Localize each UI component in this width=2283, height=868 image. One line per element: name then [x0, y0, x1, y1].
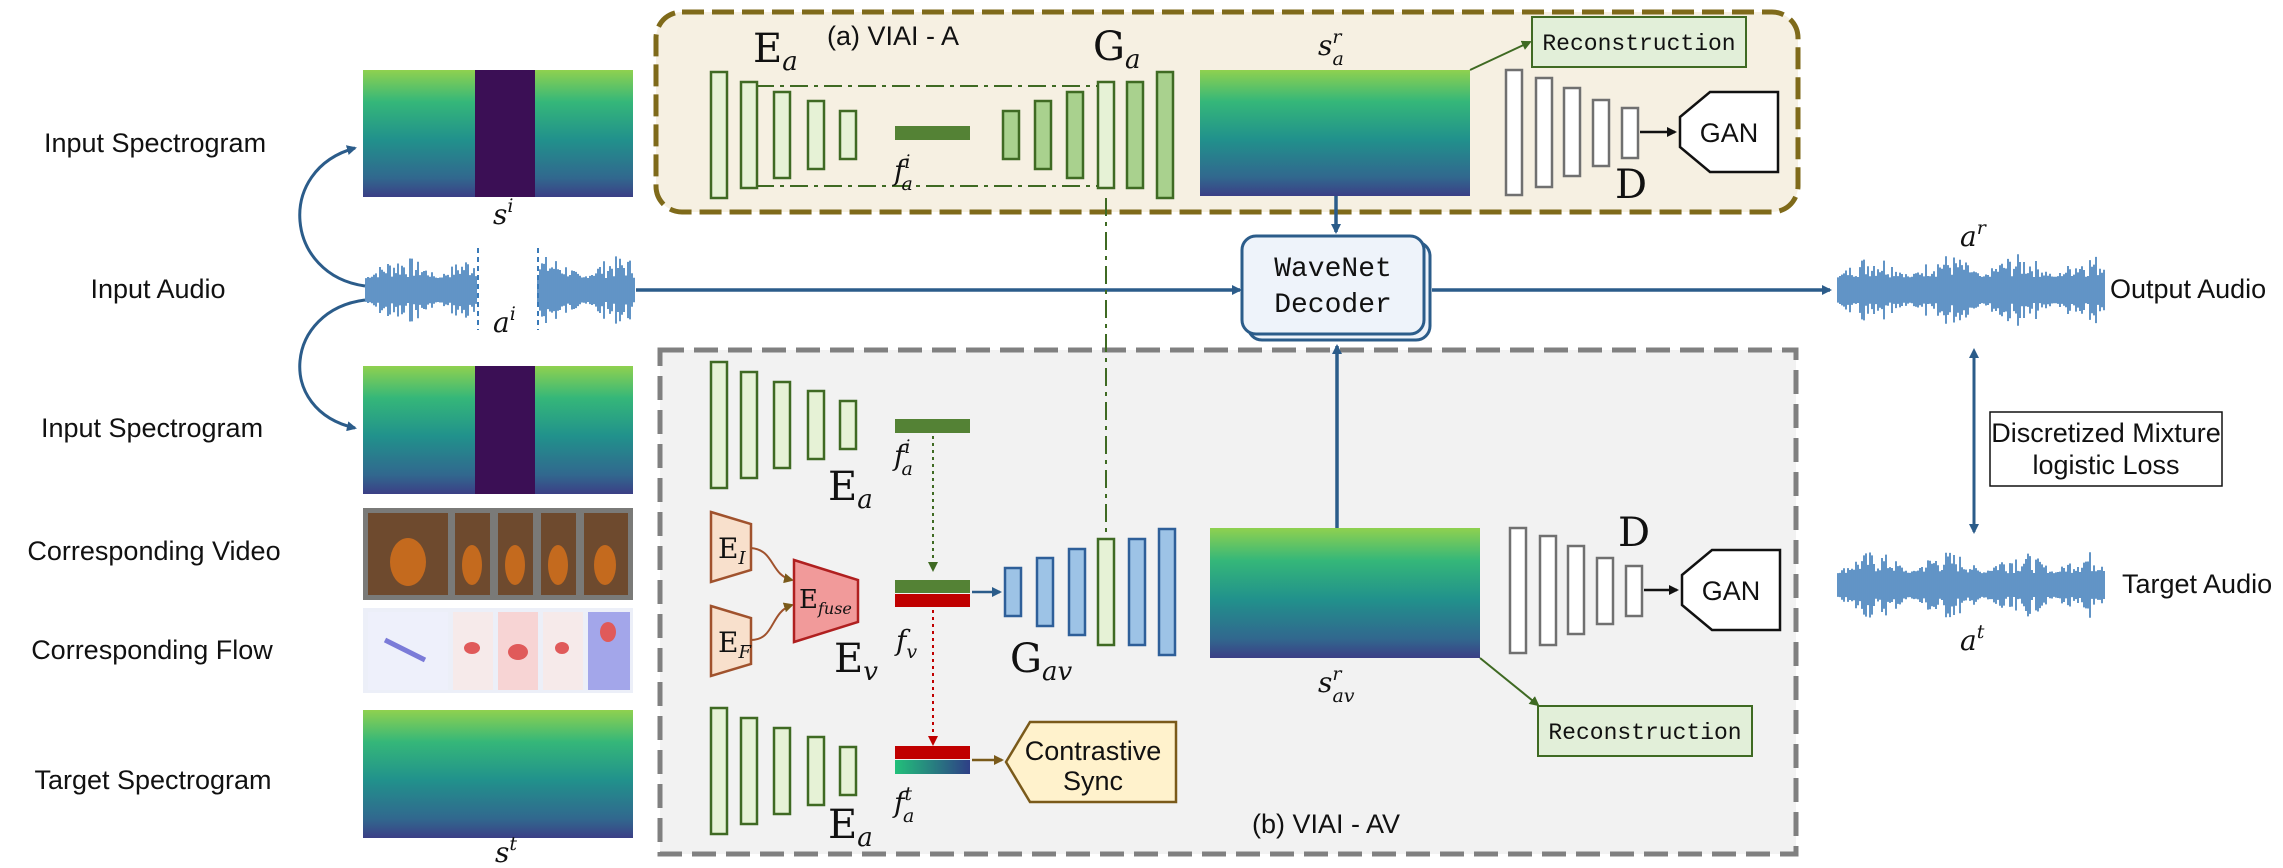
s-t-symbol: st — [495, 833, 517, 868]
f-a-i-bottom-symbol: fi a — [892, 436, 913, 480]
output-audio-waveform — [1837, 254, 2105, 326]
target-spectrogram — [363, 710, 633, 838]
decoder-line2: Decoder — [1274, 290, 1392, 321]
contrastive-sync-box — [1004, 720, 1178, 804]
generator-a-layers — [1001, 70, 1175, 200]
generator-av-layers — [1003, 527, 1177, 657]
input-spectrogram-bottom-label: Input Spectrogram — [41, 413, 263, 443]
a-t-symbol: at — [1960, 621, 1985, 657]
waveform-trace — [1837, 552, 2105, 618]
corresponding-video-label: Corresponding Video — [27, 536, 280, 566]
loss-box — [1989, 411, 2223, 487]
feature-f-a-i-bottom — [895, 419, 970, 433]
arrow-audio-to-spectrogram-bottom — [298, 298, 366, 432]
target-audio-waveform — [1837, 552, 2105, 618]
reconstruction-av-label: Reconstruction — [1548, 720, 1741, 746]
encoder-a-layers — [709, 70, 858, 200]
feature-f-v-green — [895, 580, 970, 593]
encoder-flow — [709, 604, 753, 678]
s-a-r-symbol: sr a — [1318, 26, 1344, 70]
feature-f-a-t-gradient — [895, 760, 970, 774]
s-i-symbol: si — [493, 195, 513, 231]
gan-a-label: GAN — [1700, 118, 1759, 148]
input-spectrogram-top-label: Input Spectrogram — [44, 128, 266, 158]
arrow-e-i-to-fuse — [750, 547, 794, 584]
decoder-line1: WaveNet — [1274, 254, 1392, 285]
generator-av-label: Gav — [1010, 636, 1072, 687]
corresponding-flow-frames — [363, 608, 633, 693]
contrastive-sync-line1: Contrastive — [1025, 736, 1162, 766]
encoder-av-bottom-layers — [709, 706, 858, 836]
input-audio-waveform — [365, 248, 635, 330]
waveform-trace — [365, 256, 635, 324]
encoder-av-top-label: Ea — [828, 464, 873, 515]
feature-f-v-red — [895, 594, 970, 607]
target-audio-label: Target Audio — [2122, 569, 2272, 599]
encoder-a-label: Ea — [753, 26, 798, 77]
gan-box-av — [1680, 548, 1782, 632]
feature-f-a-i-top — [895, 126, 970, 140]
generator-a-label: Ga — [1093, 24, 1140, 75]
reconstruction-box-a — [1531, 16, 1747, 68]
encoder-image — [709, 510, 753, 584]
output-audio-label: Output Audio — [2110, 274, 2266, 304]
e-fuse-label: Efuse — [799, 585, 852, 618]
s-av-r-symbol: sr av — [1318, 663, 1355, 707]
loss-line2: logistic Loss — [2032, 450, 2179, 480]
e-v-label: Ev — [834, 636, 878, 687]
f-a-t-symbol: ft a — [892, 783, 914, 827]
e-f-label: EF — [718, 626, 752, 663]
loss-line1: Discretized Mixture — [1991, 418, 2221, 448]
contrastive-sync-line2: Sync — [1063, 766, 1123, 796]
input-spectrogram-bottom — [363, 366, 633, 494]
arrow-e-f-to-fuse — [750, 602, 794, 641]
discriminator-a-layers — [1504, 68, 1640, 197]
encoder-fuse — [792, 558, 860, 644]
arrow-to-reconstruction-av — [1479, 657, 1540, 707]
encoder-av-bottom-label: Ea — [828, 802, 873, 853]
discriminator-av-label: D — [1618, 510, 1650, 556]
input-audio-label: Input Audio — [90, 274, 225, 304]
reconstruction-box-av — [1537, 705, 1753, 757]
discriminator-av-layers — [1508, 526, 1644, 655]
a-r-symbol: ar — [1960, 217, 1988, 253]
discriminator-a-label: D — [1615, 162, 1647, 208]
reconstruction-a-label: Reconstruction — [1542, 31, 1735, 57]
a-i-symbol: ai — [493, 303, 516, 339]
viai-a-title: (a) VIAI - A — [827, 21, 959, 51]
encoder-av-top-layers — [709, 360, 858, 490]
gan-box-a — [1678, 90, 1780, 174]
feature-f-a-t-red — [895, 746, 970, 759]
wavenet-decoder-box — [1240, 234, 1426, 336]
corresponding-flow-label: Corresponding Flow — [31, 635, 273, 665]
gan-av-label: GAN — [1702, 576, 1761, 606]
reconstructed-spectrogram-a — [1200, 70, 1470, 196]
corresponding-video-frames — [363, 508, 633, 600]
input-spectrogram-top — [363, 70, 633, 197]
waveform-trace — [1837, 254, 2105, 326]
f-a-i-top-symbol: fi a — [892, 151, 913, 195]
arrow-to-reconstruction-a — [1469, 40, 1532, 71]
reconstructed-spectrogram-av — [1210, 528, 1480, 658]
arrow-audio-to-spectrogram-top — [298, 145, 366, 288]
target-spectrogram-label: Target Spectrogram — [34, 765, 271, 795]
e-i-label: EI — [718, 532, 746, 569]
viai-av-title: (b) VIAI - AV — [1252, 809, 1400, 839]
